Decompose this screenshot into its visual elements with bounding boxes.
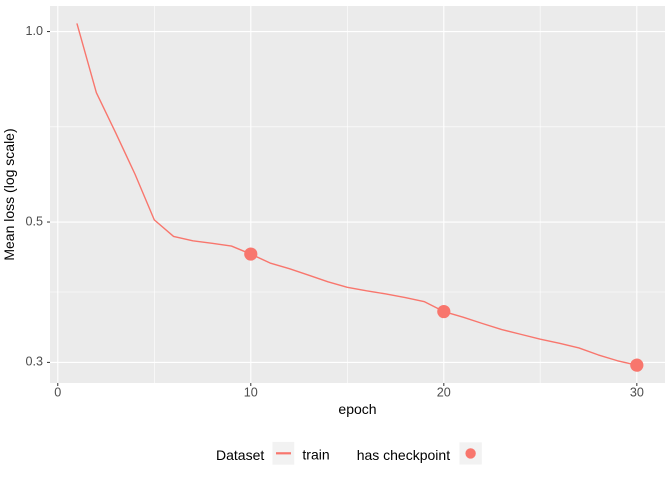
svg-text:30: 30 [630, 386, 644, 400]
svg-text:20: 20 [437, 386, 451, 400]
svg-text:has checkpoint: has checkpoint [357, 447, 451, 463]
svg-text:Dataset: Dataset [216, 447, 264, 463]
svg-text:0.3: 0.3 [25, 355, 43, 369]
svg-text:Mean loss (log scale): Mean loss (log scale) [1, 128, 17, 260]
svg-text:train: train [302, 447, 329, 463]
svg-text:1.0: 1.0 [25, 24, 43, 38]
svg-text:epoch: epoch [338, 401, 376, 417]
svg-text:0.5: 0.5 [25, 214, 43, 228]
svg-text:10: 10 [244, 386, 258, 400]
svg-text:0: 0 [54, 386, 61, 400]
